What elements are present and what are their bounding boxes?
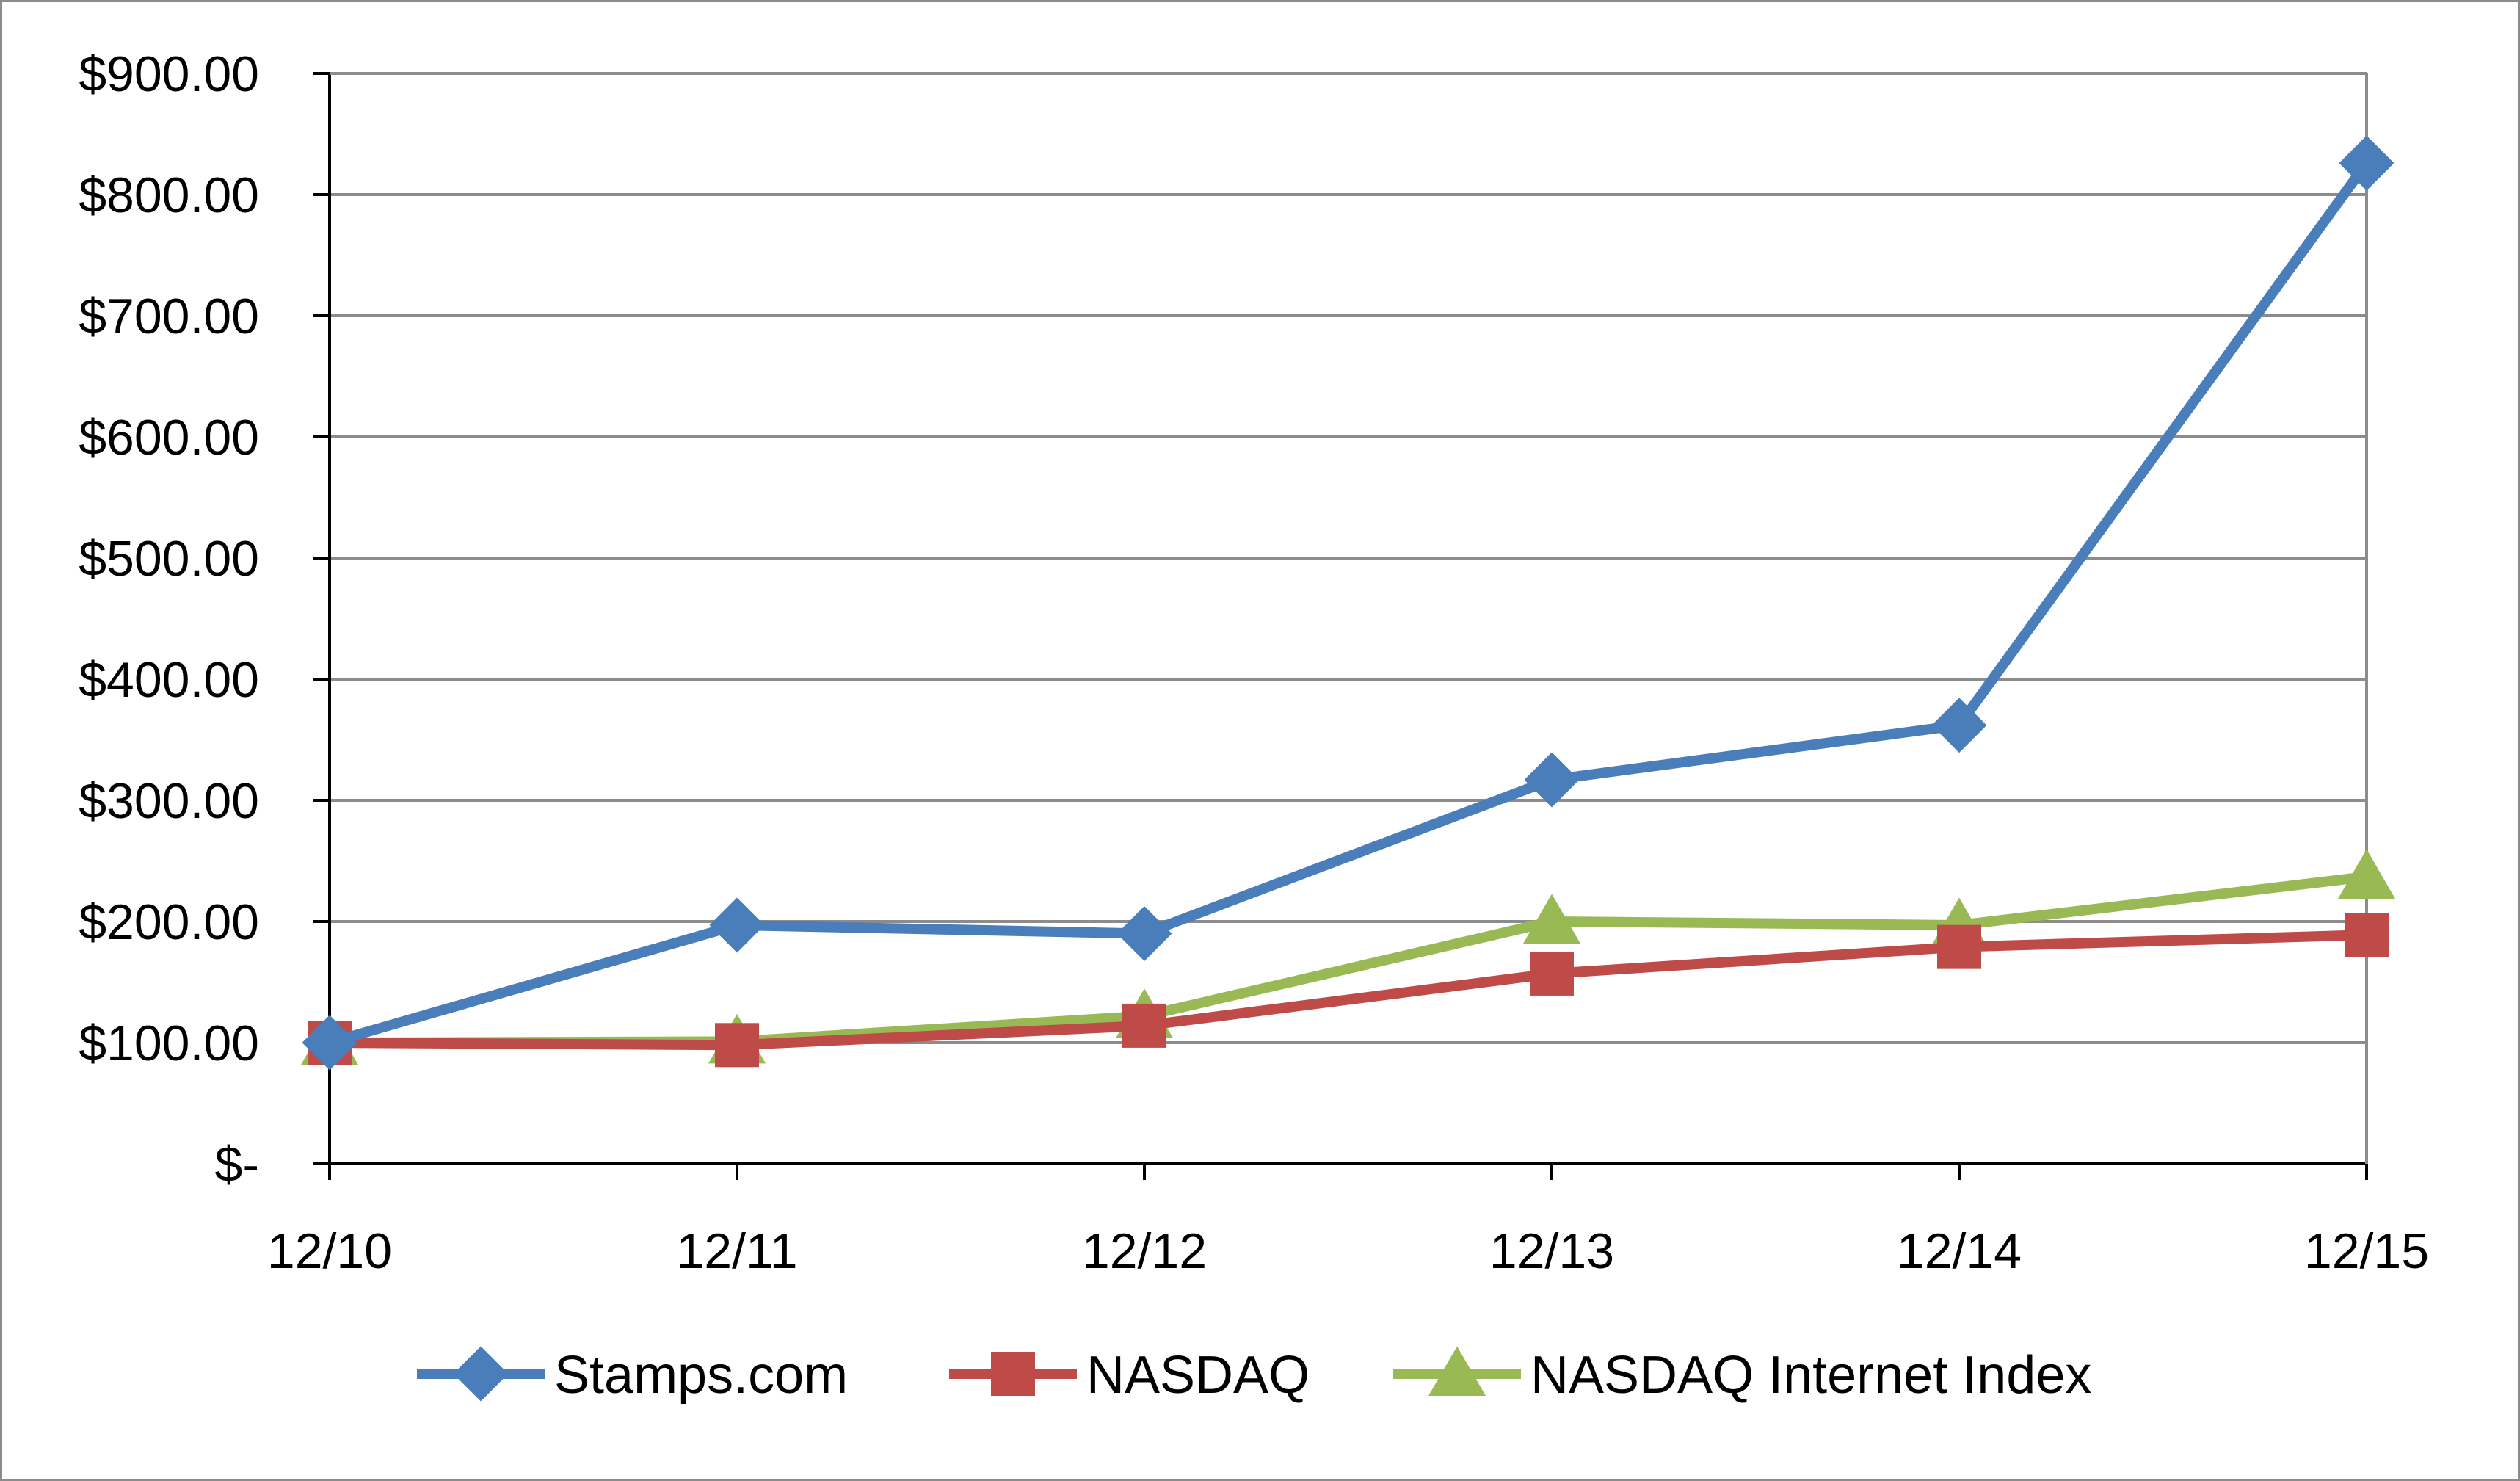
x-tick-label: 12/15 (2304, 1223, 2429, 1279)
data-point-diamond (1931, 698, 1987, 753)
y-tick-label: $- (215, 1137, 259, 1192)
legend-marker-triangle (1428, 1346, 1486, 1396)
data-point-square (2345, 913, 2389, 957)
legend-label: NASDAQ (1086, 1346, 1310, 1405)
data-point-square (1530, 951, 1574, 996)
y-tick-label: $700.00 (79, 289, 259, 344)
x-tick-label: 12/13 (1489, 1223, 1614, 1279)
legend-marker-square (991, 1352, 1035, 1396)
axes (313, 72, 2368, 1180)
x-tick-label: 12/12 (1082, 1223, 1207, 1279)
legend-label: Stamps.com (554, 1346, 848, 1405)
legend-label: NASDAQ Internet Index (1530, 1346, 2091, 1405)
data-point-diamond (2339, 135, 2394, 191)
data-point-diamond (709, 897, 765, 953)
y-tick-label: $800.00 (79, 167, 259, 223)
data-point-square (715, 1023, 759, 1068)
y-tick-label: $600.00 (79, 410, 259, 466)
data-point-triangle (2338, 849, 2395, 899)
series-line (324, 158, 2372, 1048)
y-tick-label: $400.00 (79, 652, 259, 708)
x-tick-label: 12/14 (1897, 1223, 2022, 1279)
data-point-square (1937, 924, 1981, 969)
legend-item: NASDAQ Internet Index (1393, 1346, 2091, 1405)
y-tick-label: $500.00 (79, 531, 259, 587)
series-stamps-com (302, 135, 2394, 1071)
data-point-square (1122, 1003, 1166, 1048)
legend: Stamps.com NASDAQ NASDAQ Internet Index (417, 1346, 2091, 1405)
legend-item: NASDAQ (949, 1346, 1310, 1405)
series (301, 135, 2395, 1071)
y-tick-label: $900.00 (79, 46, 259, 102)
x-tick-label: 12/10 (267, 1223, 392, 1279)
y-tick-labels: $- $100.00 $200.00 $300.00 $400.00 $500.00 $60… (79, 46, 259, 1192)
data-point-diamond (1524, 752, 1580, 808)
legend-marker-diamond (453, 1346, 509, 1402)
x-tick-label: 12/11 (676, 1223, 797, 1279)
data-point-diamond (1116, 906, 1172, 961)
gridlines (330, 72, 2367, 1044)
legend-item: Stamps.com (417, 1346, 848, 1405)
data-point-triangle (1523, 894, 1580, 944)
series-line (324, 930, 2372, 1051)
x-tick-labels: 12/10 12/11 12/12 12/13 12/14 12/15 (267, 1223, 2429, 1279)
data-point-diamond (302, 1015, 357, 1071)
y-tick-label: $300.00 (79, 773, 259, 829)
y-tick-label: $100.00 (79, 1015, 259, 1071)
y-tick-label: $200.00 (79, 894, 259, 950)
